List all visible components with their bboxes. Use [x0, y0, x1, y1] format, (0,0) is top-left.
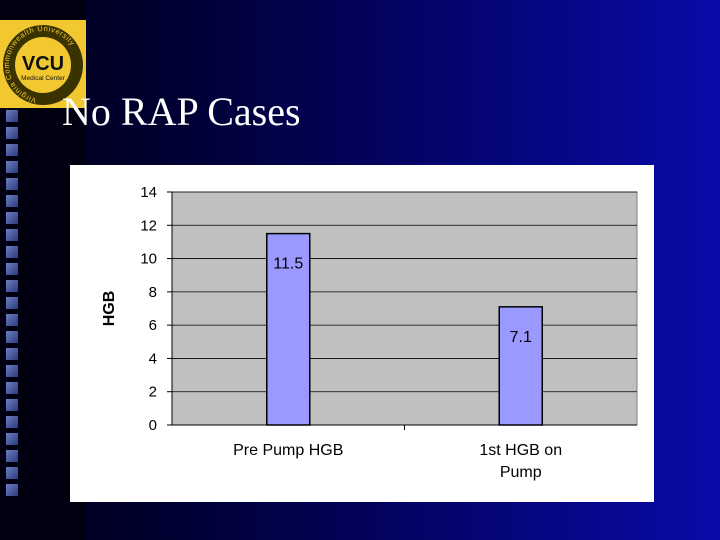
y-tick-label: 12	[140, 217, 157, 234]
data-label: 7.1	[510, 329, 532, 346]
plot-area	[171, 191, 638, 426]
y-tick-label: 4	[149, 350, 157, 367]
bar	[498, 306, 543, 426]
y-tick-label: 0	[149, 417, 157, 434]
x-tick-label: 1st HGB on	[479, 442, 562, 459]
y-tick-label: 10	[140, 251, 157, 268]
data-label: 11.5	[273, 256, 303, 273]
chart-panel: 11.5 Pre Pump HGB 7.1 1st HGB on Pump 0 2 4 6 8 1…	[70, 165, 654, 502]
vcu-logo: Virginia Commonwealth University VCU Med…	[0, 20, 86, 108]
x-tick-label: Pre Pump HGB	[233, 442, 343, 459]
slide-title: No RAP Cases	[62, 89, 301, 134]
y-tick-label: 2	[149, 384, 157, 401]
bar-chart: 11.5 Pre Pump HGB 7.1 1st HGB on Pump 0 2 4 6 8 1…	[101, 184, 638, 481]
logo-subtext: Medical Center	[21, 75, 66, 82]
bullet-square-column	[6, 110, 18, 496]
bar	[266, 232, 311, 426]
y-axis-label: HGB	[101, 291, 118, 327]
y-tick-label: 14	[140, 184, 157, 201]
y-tick-label: 6	[149, 317, 157, 334]
y-tick-label: 8	[149, 284, 157, 301]
logo-wordmark: VCU	[22, 53, 64, 75]
x-tick-label: Pump	[500, 464, 542, 481]
